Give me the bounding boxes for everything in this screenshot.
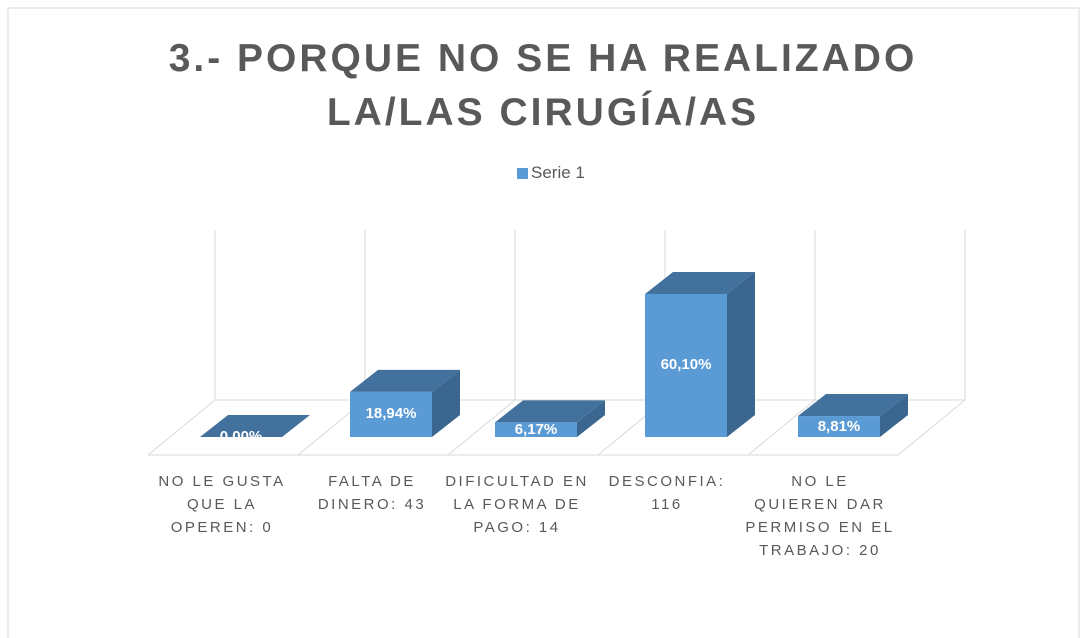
bar-top — [495, 400, 605, 423]
value-label: 60,10% — [660, 356, 712, 374]
bar-front — [495, 422, 577, 437]
chart-border — [7, 7, 1080, 638]
x-tick-label: FALTA DE DINERO: 43 — [317, 473, 427, 513]
legend-swatch — [517, 167, 528, 179]
legend: Serie 1 — [517, 163, 585, 183]
bar — [495, 400, 605, 437]
bar-top — [200, 415, 310, 437]
bar-side — [727, 271, 755, 437]
bar-top — [645, 271, 755, 294]
legend-label: Serie 1 — [531, 163, 585, 182]
floor-line — [147, 399, 216, 456]
bar — [350, 369, 460, 437]
value-label: 6,17% — [514, 420, 558, 438]
floor-line — [747, 399, 816, 456]
value-label: 0,00% — [219, 428, 263, 445]
bar-side — [880, 394, 908, 437]
bar-front — [798, 416, 880, 437]
x-tick-label: DESCONFIA: 116 — [608, 473, 726, 513]
bar-front — [350, 391, 432, 437]
bars — [200, 271, 908, 437]
x-tick-label: NO LE QUIEREN DAR PERMISO EN EL TRABAJO:… — [745, 473, 895, 559]
bar-side — [432, 369, 460, 437]
bar-top — [798, 394, 908, 417]
x-tick-label: NO LE GUSTA QUE LA OPEREN: 0 — [158, 473, 286, 536]
bar-front — [645, 293, 727, 437]
value-label: 18,94% — [365, 405, 417, 423]
bar — [798, 394, 908, 437]
chart-title: 3.- PORQUE NO SE HA REALIZADO LA/LAS CIR… — [168, 37, 918, 134]
bar-top — [350, 369, 460, 392]
floor-line — [897, 399, 966, 456]
bar — [645, 271, 755, 437]
floor-line — [447, 399, 516, 456]
bar-side — [577, 400, 605, 437]
x-tick-label: DIFICULTAD EN LA FORMA DE PAGO: 14 — [445, 473, 589, 536]
bar — [200, 415, 310, 437]
value-label: 8,81% — [817, 417, 861, 435]
